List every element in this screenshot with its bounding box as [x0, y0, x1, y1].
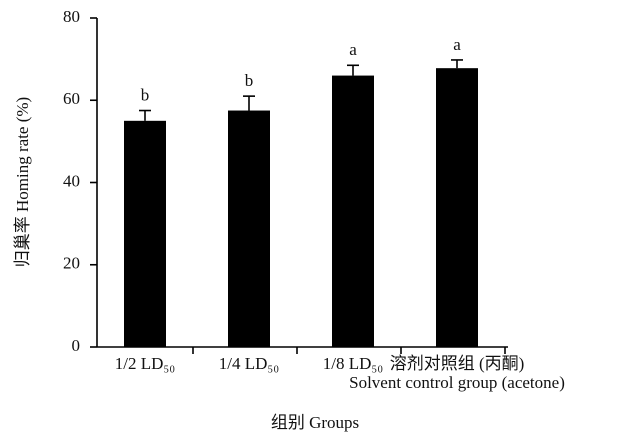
x-tick-label: 溶剂对照组 (丙酮) Solvent control group (acetone…	[349, 354, 565, 392]
x-tick-label: 1/2 LD₅₀	[115, 354, 176, 373]
bar	[436, 68, 478, 348]
x-tick-label: 1/4 LD₅₀	[219, 354, 280, 373]
x-axis-title: 组别 Groups	[271, 413, 359, 432]
y-tick-label: 20	[63, 254, 80, 273]
x-tick-label: 1/8 LD₅₀	[323, 354, 384, 373]
y-tick-label: 40	[63, 171, 80, 190]
significance-letter: a	[453, 35, 461, 54]
y-axis-title: 归巢率 Homing rate (%)	[13, 97, 32, 267]
y-tick-label: 0	[72, 336, 81, 355]
bar	[228, 110, 270, 347]
y-tick-label: 60	[63, 89, 80, 108]
y-tick-label: 80	[63, 7, 80, 26]
bar	[332, 75, 374, 347]
significance-letter: b	[245, 71, 254, 90]
significance-letter: a	[349, 40, 357, 59]
bar	[124, 120, 166, 347]
significance-letter: b	[141, 85, 150, 104]
